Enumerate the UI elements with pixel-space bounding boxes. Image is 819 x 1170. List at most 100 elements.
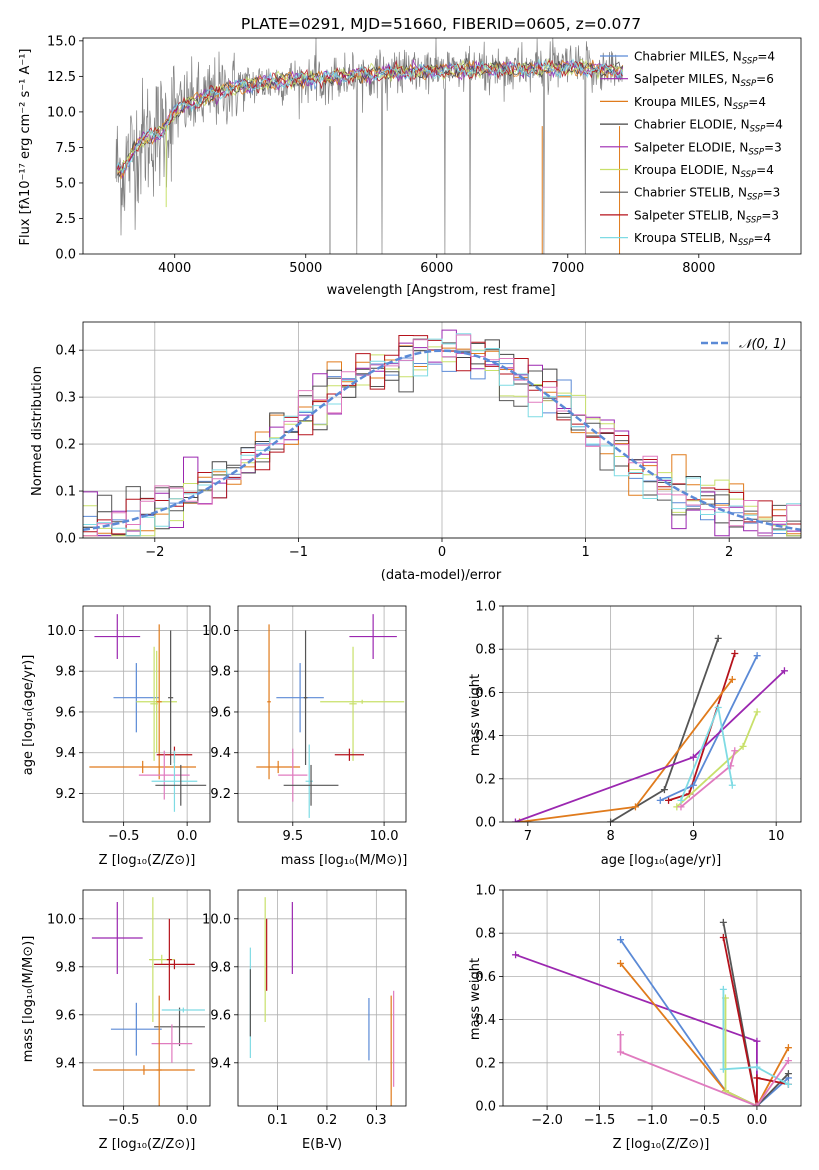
spectrum-panel: PLATE=0291, MJD=51660, FIBERID=0605, z=0… <box>18 15 802 298</box>
weight-series-marker <box>753 1102 761 1106</box>
mass-vs-z-plot-area: −0.5 0.0 9.4 9.6 9.8 10.0 <box>47 889 211 1128</box>
weight-series-marker <box>719 934 727 942</box>
y-tick-label: 0.2 <box>475 1056 496 1071</box>
mass-vs-ebv-x-axis-label: E(B-V) <box>302 1137 342 1152</box>
plot-frame <box>82 889 211 1107</box>
weight-series-marker <box>689 781 697 789</box>
x-tick-label: −0.5 <box>108 829 140 844</box>
massweight-vs-age-plot-area: 7 8 9 10 0.0 0.2 0.4 0.6 0.8 1.0 <box>475 600 802 844</box>
age-vs-mass-x-axis-label: mass [log₁₀(M/M⊙)] <box>281 853 408 868</box>
y-tick-label: 0.0 <box>55 248 76 263</box>
weight-series-marker <box>714 704 722 712</box>
residual-histogram-step <box>83 335 801 535</box>
y-tick-label: 0.4 <box>55 344 76 359</box>
y-tick-label: 9.6 <box>210 1008 231 1023</box>
y-tick-label: 10.0 <box>47 912 76 927</box>
plot-frame <box>82 321 802 539</box>
weight-series-marker <box>631 803 639 811</box>
legend-label: Salpeter MILES, NSSP=6 <box>634 72 774 89</box>
x-tick-label: 0.1 <box>267 1113 288 1128</box>
model-spectrum-line <box>116 57 624 178</box>
model-spectrum-line <box>116 58 624 173</box>
age-vs-z-plot-area: −0.5 0.0 9.2 9.4 9.6 9.8 10.0 <box>47 605 211 844</box>
weight-series-marker <box>739 742 747 750</box>
spectrum-legend: Chabrier MILES, NSSP=4 Salpeter MILES, NS… <box>600 50 783 248</box>
x-tick-label: −1.0 <box>636 1113 668 1128</box>
weight-series-marker <box>728 781 736 789</box>
weight-series-line <box>610 638 720 822</box>
plot-clip-group <box>511 634 788 822</box>
x-tick-label: 9.5 <box>282 829 303 844</box>
weight-series-marker <box>731 747 739 755</box>
massweight-vs-z-y-axis-label: mass weight <box>468 958 483 1040</box>
plot-frame <box>502 889 802 1107</box>
y-tick-label: 0.0 <box>55 532 76 547</box>
y-tick-label: 9.6 <box>55 1008 76 1023</box>
weight-series-marker <box>607 818 615 822</box>
weight-series-marker <box>784 1080 792 1088</box>
y-tick-label: 9.4 <box>55 1056 76 1071</box>
x-tick-label: 0.3 <box>366 1113 387 1128</box>
age-vs-mass-plot-area: 9.5 10.0 9.2 9.4 9.6 9.8 10.0 <box>202 605 407 844</box>
y-tick-label: 9.8 <box>55 960 76 975</box>
x-tick-label: 0.0 <box>177 1113 198 1128</box>
y-tick-label: 1.0 <box>475 884 496 899</box>
weight-series-marker <box>753 652 761 660</box>
y-tick-label: 9.4 <box>55 746 76 761</box>
age-vs-z-x-axis-label: Z [log₁₀(Z/Z⊙)] <box>99 853 196 868</box>
x-tick-label: −2.0 <box>531 1113 563 1128</box>
y-tick-label: 9.4 <box>210 746 231 761</box>
legend-label: Chabrier MILES, NSSP=4 <box>634 50 775 67</box>
weight-series-marker <box>665 796 673 804</box>
y-tick-label: 9.6 <box>210 705 231 720</box>
mass-vs-z-panel: −0.5 0.0 9.4 9.6 9.8 10.0 Z [log₁₀(Z/Z⊙)] mas… <box>21 889 211 1152</box>
massweight-vs-z-plot-area: −2.0 −1.5 −1.0 −0.5 0.0 0.0 0.2 0.4 0.6 0.8 1.0 <box>475 884 802 1128</box>
weight-series-marker <box>784 1070 792 1078</box>
residual-y-axis-label: Normed distribution <box>30 366 45 496</box>
residual-histogram-step <box>83 334 801 537</box>
y-tick-label: 0.2 <box>55 438 76 453</box>
model-spectrum-line <box>116 59 624 171</box>
x-tick-label: 8000 <box>682 261 715 276</box>
y-tick-label: 9.2 <box>210 787 231 802</box>
y-tick-label: 0.0 <box>475 1100 496 1115</box>
weight-series-marker <box>719 918 727 926</box>
x-tick-label: 0.0 <box>177 829 198 844</box>
y-tick-label: 0.8 <box>475 927 496 942</box>
plot-clip-group <box>115 38 624 254</box>
x-tick-label: −0.5 <box>108 1113 140 1128</box>
y-tick-label: 0.1 <box>55 485 76 500</box>
massweight-vs-z-x-axis-label: Z [log₁₀(Z/Z⊙)] <box>613 1137 710 1152</box>
massweight-vs-age-x-axis-label: age [log₁₀(age/yr)] <box>601 853 722 868</box>
y-tick-label: 10.0 <box>47 624 76 639</box>
weight-series-marker <box>731 650 739 658</box>
y-tick-label: 15.0 <box>47 34 76 49</box>
weight-series-line <box>722 937 789 1106</box>
y-tick-label: 0.3 <box>55 391 76 406</box>
weight-series-line <box>724 998 758 1106</box>
residual-plot-area: −2 −1 0 1 2 0.0 0.1 0.2 0.3 0.4 <box>55 321 802 560</box>
x-tick-label: 7 <box>524 829 532 844</box>
residual-histogram-step <box>83 333 801 537</box>
legend-label: Kroupa ELODIE, NSSP=4 <box>634 163 774 180</box>
y-tick-label: 0.4 <box>475 1013 496 1028</box>
x-tick-label: −0.5 <box>689 1113 721 1128</box>
weight-series-marker <box>784 1044 792 1052</box>
spectrum-plot-area: 4000 5000 6000 7000 8000 0.0 2.5 5.0 7.5 10.0 12.5… <box>47 34 802 276</box>
y-tick-label: 0.6 <box>475 686 496 701</box>
x-tick-label: 2 <box>725 545 733 560</box>
weight-series-marker <box>677 796 685 804</box>
legend-label: Kroupa MILES, NSSP=4 <box>634 95 766 112</box>
y-tick-label: 9.2 <box>55 787 76 802</box>
y-tick-label: 5.0 <box>55 176 76 191</box>
plot-frame <box>237 889 407 1107</box>
weight-series-marker <box>753 1074 761 1082</box>
x-tick-label: −2 <box>145 545 164 560</box>
x-tick-label: 5000 <box>289 261 322 276</box>
weight-series-marker <box>677 803 685 811</box>
model-spectrum-line <box>116 59 624 179</box>
weight-series-marker <box>719 985 727 993</box>
y-tick-label: 0.6 <box>475 970 496 985</box>
x-tick-label: 1 <box>581 545 589 560</box>
y-tick-label: 0.0 <box>475 816 496 831</box>
